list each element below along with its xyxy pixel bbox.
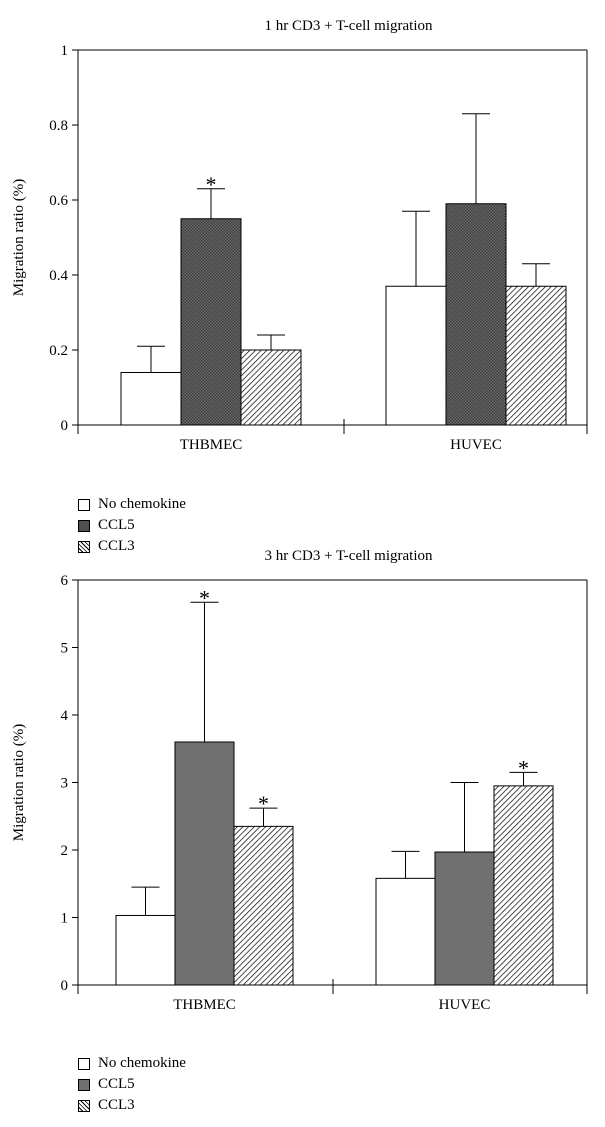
significance-marker: *	[206, 172, 217, 197]
y-axis-label: Migration ratio (%)	[11, 179, 27, 296]
bar	[493, 785, 554, 986]
legend-label: No chemokine	[98, 496, 186, 512]
x-tick-label: HUVEC	[450, 437, 502, 453]
legend-item-ccl3: CCL3	[78, 1095, 186, 1116]
y-tick-label: 2	[61, 843, 69, 859]
y-tick-label: 4	[61, 708, 69, 724]
chart-title: 3 hr CD3 + T-cell migration	[264, 548, 433, 564]
legend-label: CCL5	[98, 1076, 135, 1092]
bar	[115, 914, 176, 986]
legend-item-ccl5: CCL5	[78, 1074, 186, 1095]
y-tick-label: 6	[61, 573, 69, 589]
legend-label: CCL3	[98, 1097, 135, 1113]
bar	[375, 877, 436, 986]
bar	[180, 218, 242, 426]
legend-item-no-chemokine: No chemokine	[78, 1053, 186, 1074]
swatch-ccl3	[78, 540, 90, 553]
bar	[505, 285, 567, 426]
x-tick-label: HUVEC	[439, 997, 491, 1013]
swatch-no-chemokine	[78, 1057, 90, 1070]
bar	[445, 203, 507, 426]
swatch-no-chemokine	[78, 498, 90, 511]
bar	[174, 741, 235, 986]
bar	[434, 851, 495, 986]
y-tick-label: 5	[61, 641, 69, 657]
legend-item-ccl5: CCL5	[78, 515, 186, 536]
bar	[385, 285, 447, 426]
swatch-ccl5	[78, 1078, 90, 1091]
legend-item-ccl3: CCL3	[78, 536, 186, 557]
chart-3hr: 3 hr CD3 + T-cell migration 0 1 2 3 4 5 6 Migrat…	[11, 548, 588, 1013]
legend-3hr: No chemokine CCL5 CCL3	[78, 1053, 186, 1116]
significance-marker: *	[258, 791, 269, 816]
y-tick-label: 3	[61, 776, 69, 792]
swatch-ccl5	[78, 519, 90, 532]
legend-1hr: No chemokine CCL5 CCL3	[78, 494, 186, 557]
x-tick-label: THBMEC	[173, 997, 236, 1013]
bar	[240, 349, 302, 426]
bar	[120, 372, 182, 426]
y-axis-label: Migration ratio (%)	[11, 724, 27, 841]
legend-item-no-chemokine: No chemokine	[78, 494, 186, 515]
y-tick-label: 0	[61, 978, 69, 994]
significance-marker: *	[518, 755, 529, 780]
bar	[233, 825, 294, 986]
y-tick-label: 1	[61, 43, 69, 59]
chart-title: 1 hr CD3 + T-cell migration	[264, 18, 433, 34]
y-tick-label: 0	[61, 418, 69, 434]
significance-marker: *	[199, 585, 210, 610]
chart-1hr: 1 hr CD3 + T-cell migration 0 0.2 0.4 0.6 0.8…	[11, 18, 588, 453]
y-tick-label: 1	[61, 911, 69, 927]
x-tick-label: THBMEC	[180, 437, 243, 453]
y-tick-label: 0.8	[49, 118, 68, 134]
legend-label: CCL5	[98, 517, 135, 533]
swatch-ccl3	[78, 1099, 90, 1112]
y-tick-label: 0.6	[49, 193, 68, 209]
legend-label: No chemokine	[98, 1055, 186, 1071]
y-tick-label: 0.2	[49, 343, 68, 359]
legend-label: CCL3	[98, 538, 135, 554]
y-tick-label: 0.4	[49, 268, 68, 284]
